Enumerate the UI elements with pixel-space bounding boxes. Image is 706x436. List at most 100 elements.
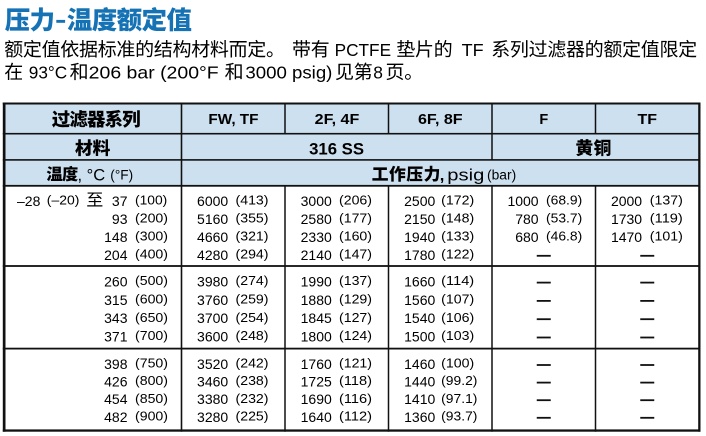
svg-text:(259): (259) xyxy=(236,293,269,307)
svg-text:(800): (800) xyxy=(135,374,168,388)
svg-text:(650): (650) xyxy=(135,311,168,325)
svg-text:(750): (750) xyxy=(135,357,168,371)
svg-text:(124): (124) xyxy=(339,329,372,343)
svg-text:1940: 1940 xyxy=(404,229,435,245)
svg-text:(238): (238) xyxy=(236,374,269,388)
svg-text:(129): (129) xyxy=(339,293,372,307)
svg-text:(200): (200) xyxy=(135,211,168,225)
svg-text:5160: 5160 xyxy=(197,211,228,227)
svg-text:93°C: 93°C xyxy=(29,63,67,83)
svg-text:FW, TF: FW, TF xyxy=(208,112,258,128)
svg-text:2140: 2140 xyxy=(301,247,332,263)
svg-text:(–20): (–20) xyxy=(47,193,80,207)
svg-text:(248): (248) xyxy=(236,329,269,343)
svg-text:(101): (101) xyxy=(650,229,683,243)
svg-text:1470: 1470 xyxy=(611,229,642,245)
svg-text:2330: 2330 xyxy=(301,229,332,245)
svg-text:(274): (274) xyxy=(236,274,269,288)
svg-text:(103): (103) xyxy=(441,329,474,343)
svg-text:(119): (119) xyxy=(650,211,683,225)
svg-text:4280: 4280 xyxy=(197,247,228,263)
svg-text:,: , xyxy=(440,166,445,184)
svg-text:(93.7): (93.7) xyxy=(441,409,477,423)
svg-text:148: 148 xyxy=(104,229,128,245)
svg-text:(121): (121) xyxy=(339,357,372,371)
svg-text:1690: 1690 xyxy=(301,391,332,407)
svg-text:(68.9): (68.9) xyxy=(546,193,582,207)
svg-text:482: 482 xyxy=(104,409,128,425)
svg-text:(137): (137) xyxy=(339,274,372,288)
svg-text:–28: –28 xyxy=(17,193,41,209)
svg-text:(294): (294) xyxy=(236,247,269,261)
svg-text:(99.2): (99.2) xyxy=(441,374,477,388)
svg-text:psig: psig xyxy=(447,165,484,184)
svg-text:2580: 2580 xyxy=(301,211,332,227)
svg-text:4660: 4660 xyxy=(197,229,228,245)
svg-text:3980: 3980 xyxy=(197,274,228,290)
svg-text:(413): (413) xyxy=(236,193,269,207)
svg-text:3520: 3520 xyxy=(197,356,228,372)
svg-text:2150: 2150 xyxy=(404,211,435,227)
svg-text:(bar): (bar) xyxy=(487,168,516,183)
svg-text:(232): (232) xyxy=(236,392,269,406)
svg-text:3280: 3280 xyxy=(197,409,228,425)
svg-text:6F, 8F: 6F, 8F xyxy=(418,112,463,128)
svg-text:(112): (112) xyxy=(339,409,372,423)
svg-text:TF: TF xyxy=(638,112,658,128)
svg-text:(133): (133) xyxy=(441,229,474,243)
svg-text:(127): (127) xyxy=(339,311,372,325)
svg-text:1440: 1440 xyxy=(404,374,435,390)
svg-text:(355): (355) xyxy=(236,211,269,225)
svg-text:6000: 6000 xyxy=(197,193,228,209)
svg-text:(122): (122) xyxy=(441,247,474,261)
svg-text:8: 8 xyxy=(373,63,383,83)
svg-text:(106): (106) xyxy=(441,311,474,325)
svg-text:(137): (137) xyxy=(650,193,683,207)
svg-text:1660: 1660 xyxy=(404,274,435,290)
svg-text:(53.7): (53.7) xyxy=(546,211,582,225)
svg-text:3000: 3000 xyxy=(301,193,332,209)
svg-text:1560: 1560 xyxy=(404,292,435,308)
svg-text:1540: 1540 xyxy=(404,310,435,326)
svg-text:1000: 1000 xyxy=(507,193,538,209)
svg-text:(100): (100) xyxy=(135,193,167,207)
svg-text:(107): (107) xyxy=(441,293,474,307)
svg-text:680: 680 xyxy=(515,229,539,245)
svg-text:(46.8): (46.8) xyxy=(546,229,582,243)
svg-text:1990: 1990 xyxy=(301,274,332,290)
svg-text:3600: 3600 xyxy=(197,329,228,345)
svg-text:(242): (242) xyxy=(236,357,269,371)
svg-text:1360: 1360 xyxy=(404,409,435,425)
svg-text:(225): (225) xyxy=(236,409,269,423)
svg-text:(254): (254) xyxy=(236,311,269,325)
svg-text:1410: 1410 xyxy=(404,391,435,407)
svg-text:(°F): (°F) xyxy=(110,168,133,183)
svg-text:(172): (172) xyxy=(441,193,474,207)
svg-text:3760: 3760 xyxy=(197,292,228,308)
svg-text:(100): (100) xyxy=(441,357,474,371)
svg-text:398: 398 xyxy=(104,356,128,372)
svg-text:(114): (114) xyxy=(441,274,474,288)
svg-text:1880: 1880 xyxy=(301,292,332,308)
svg-text:343: 343 xyxy=(104,310,128,326)
svg-text:(97.1): (97.1) xyxy=(441,392,477,406)
svg-text:316 SS: 316 SS xyxy=(309,140,364,158)
svg-text:1500: 1500 xyxy=(404,329,435,345)
svg-text:3700: 3700 xyxy=(197,310,228,326)
svg-text:1845: 1845 xyxy=(301,310,332,326)
svg-text:(850): (850) xyxy=(135,392,168,406)
svg-text:(900): (900) xyxy=(135,409,168,423)
svg-text:(160): (160) xyxy=(339,229,372,243)
svg-text:426: 426 xyxy=(104,374,128,390)
svg-text:PCTFE: PCTFE xyxy=(335,40,392,60)
svg-text:(147): (147) xyxy=(339,247,372,261)
svg-text:(600): (600) xyxy=(135,293,168,307)
svg-text:(321): (321) xyxy=(236,229,269,243)
svg-text:315: 315 xyxy=(104,292,128,308)
svg-text:1780: 1780 xyxy=(404,247,435,263)
svg-text:(116): (116) xyxy=(339,392,372,406)
svg-text:1760: 1760 xyxy=(301,356,332,372)
svg-text:(118): (118) xyxy=(339,374,372,388)
svg-text:260: 260 xyxy=(104,274,128,290)
svg-text:93: 93 xyxy=(112,211,128,227)
